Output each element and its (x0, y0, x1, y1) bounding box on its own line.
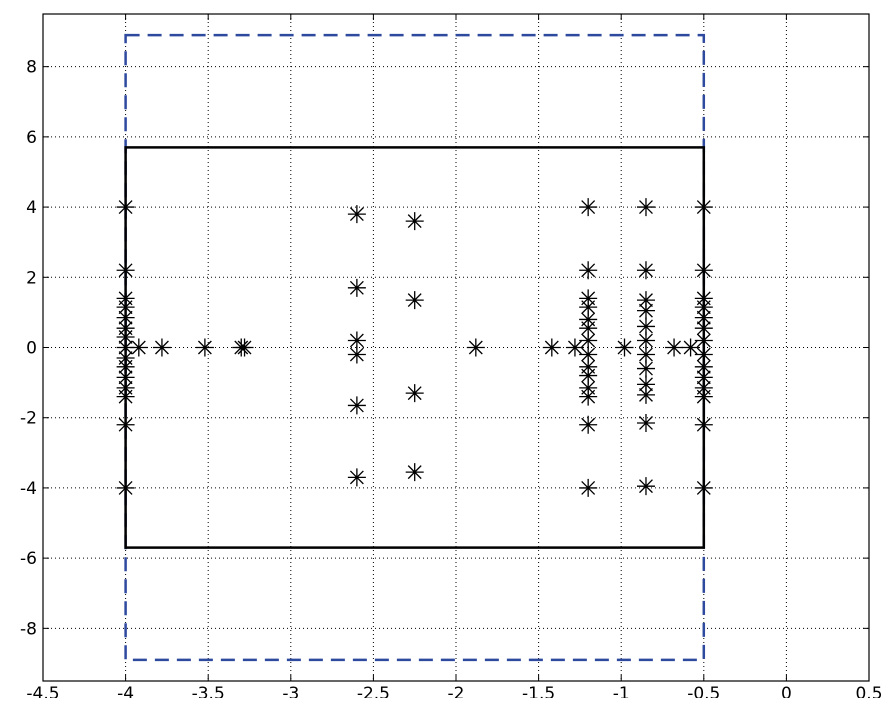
data-point (195, 338, 214, 357)
data-point (636, 477, 655, 496)
y-tick-label: 6 (26, 128, 37, 148)
data-point (694, 368, 713, 387)
data-point (405, 212, 424, 231)
x-tick-label: -2.5 (357, 684, 390, 698)
y-tick-label: -8 (20, 619, 37, 639)
data-point (636, 198, 655, 217)
y-tick-label: -6 (20, 549, 37, 569)
y-tick-label: 8 (26, 58, 37, 78)
data-point (636, 317, 655, 336)
data-point (116, 415, 135, 434)
data-point (694, 345, 713, 364)
y-tick-label: 0 (26, 339, 37, 359)
x-tick-label: -1 (613, 684, 630, 698)
data-point (235, 338, 254, 357)
y-tick-label: -4 (20, 479, 37, 499)
data-point (636, 385, 655, 404)
x-tick-label: -0.5 (687, 684, 720, 698)
data-points (116, 198, 713, 497)
data-point (405, 463, 424, 482)
data-point (681, 338, 700, 357)
data-point (405, 291, 424, 310)
data-point (116, 327, 135, 346)
data-point (405, 384, 424, 403)
data-point (116, 368, 135, 387)
x-tick-label: -4 (117, 684, 134, 698)
data-point (579, 478, 598, 497)
x-tick-label: -4.5 (26, 684, 59, 698)
data-point (116, 349, 135, 368)
x-tick-label: 0 (781, 684, 792, 698)
data-point (347, 331, 366, 350)
y-tick-label: 4 (26, 198, 37, 218)
data-point (636, 291, 655, 310)
data-point (636, 345, 655, 364)
data-point (579, 415, 598, 434)
x-tick-label: -1.5 (522, 684, 555, 698)
data-point (694, 198, 713, 217)
data-point (129, 338, 148, 357)
y-tick-label: 2 (26, 268, 37, 288)
data-point (694, 308, 713, 327)
data-point (152, 338, 171, 357)
data-point (665, 338, 684, 357)
data-point (636, 375, 655, 394)
data-point (694, 378, 713, 397)
data-point (116, 198, 135, 217)
data-point (636, 331, 655, 350)
data-point (466, 338, 485, 357)
data-point (347, 396, 366, 415)
data-point (347, 278, 366, 297)
grid-lines (43, 14, 869, 681)
data-point (347, 205, 366, 224)
data-point (579, 298, 598, 317)
data-point (636, 261, 655, 280)
data-point (694, 331, 713, 350)
data-point (579, 378, 598, 397)
data-point (116, 308, 135, 327)
data-point (116, 261, 135, 280)
x-tick-label: -3.5 (192, 684, 225, 698)
data-point (579, 331, 598, 350)
data-point (694, 261, 713, 280)
data-point (636, 301, 655, 320)
data-point (636, 413, 655, 432)
data-point (694, 415, 713, 434)
data-point (565, 338, 584, 357)
data-point (579, 261, 598, 280)
data-point (579, 198, 598, 217)
data-point (542, 338, 561, 357)
data-point (636, 359, 655, 378)
x-tick-label: 0.5 (855, 684, 882, 698)
data-point (694, 357, 713, 376)
data-point (347, 468, 366, 487)
data-point (116, 478, 135, 497)
data-point (116, 298, 135, 317)
data-point (347, 345, 366, 364)
x-tick-label: -3 (282, 684, 299, 698)
data-point (116, 338, 135, 357)
data-point (579, 319, 598, 338)
x-tick-label: -2 (448, 684, 465, 698)
data-point (694, 319, 713, 338)
data-point (615, 338, 634, 357)
data-point (694, 298, 713, 317)
data-point (116, 378, 135, 397)
data-point (694, 478, 713, 497)
data-point (579, 357, 598, 376)
y-tick-label: -2 (20, 409, 37, 429)
data-point (579, 345, 598, 364)
